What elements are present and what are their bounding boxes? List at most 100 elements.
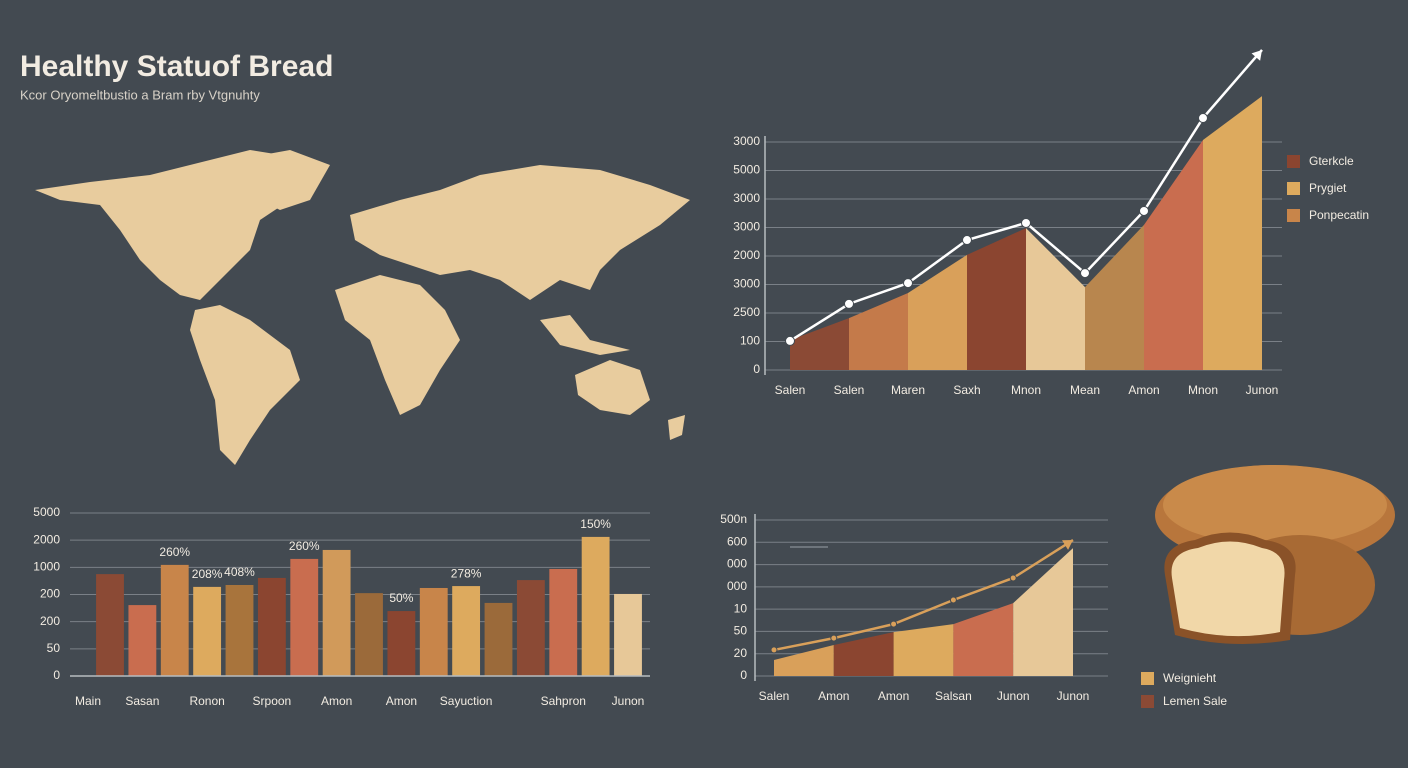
area-band (1203, 96, 1262, 371)
x-tick-label: Mnon (1188, 383, 1218, 397)
arrow-head (1062, 540, 1073, 550)
bar (128, 605, 157, 676)
legend-label: Weignieht (1163, 671, 1217, 685)
area-band (774, 645, 834, 676)
y-tick-label: 0 (53, 668, 60, 682)
bar (516, 580, 545, 676)
data-annotation: 150% (580, 517, 611, 531)
y-tick-label: 2000 (733, 248, 760, 262)
y-tick-label: 2000 (33, 532, 60, 546)
x-tick-label: Srpoon (253, 694, 292, 708)
x-tick-label: Junon (1246, 383, 1279, 397)
y-tick-label: 50 (734, 624, 748, 638)
bar (290, 558, 319, 676)
x-tick-label: Mnon (1011, 383, 1041, 397)
bar (387, 611, 416, 676)
x-tick-label: Amon (321, 694, 352, 708)
area-band (1013, 548, 1073, 676)
line-marker (844, 298, 854, 309)
y-tick-label: 3000 (733, 191, 760, 205)
x-tick-label: Sasan (125, 694, 159, 708)
arrow-head (1251, 49, 1262, 61)
line-marker (1198, 113, 1208, 124)
bar (225, 584, 254, 676)
legend-swatch (1141, 695, 1154, 708)
y-tick-label: 200 (40, 614, 60, 628)
y-tick-label: 3000 (733, 220, 760, 234)
x-tick-label: Amon (1128, 383, 1159, 397)
x-tick-label: Ronon (189, 694, 224, 708)
line-marker (949, 596, 957, 604)
line-marker (1009, 574, 1017, 582)
line-marker (962, 235, 972, 246)
line-marker (1139, 205, 1149, 216)
x-tick-label: Junon (997, 689, 1030, 703)
x-tick-label: Saxh (953, 383, 980, 397)
legend-label: Ponpecatin (1309, 208, 1369, 222)
x-tick-label: Junon (1057, 689, 1090, 703)
y-tick-label: 600 (727, 534, 747, 548)
area-band (967, 228, 1026, 370)
page-title: Healthy Statuof Bread (20, 50, 333, 83)
line-marker (903, 278, 913, 289)
y-tick-label: 20 (734, 646, 748, 660)
y-tick-label: 1000 (33, 560, 60, 574)
bar (355, 593, 383, 676)
x-tick-label: Main (75, 694, 101, 708)
area-band (849, 293, 908, 370)
y-tick-label: 5000 (33, 505, 60, 519)
x-tick-label: Amon (818, 689, 849, 703)
x-tick-label: Sahpron (541, 694, 586, 708)
area-band (1026, 228, 1085, 370)
x-tick-label: Maren (891, 383, 925, 397)
y-tick-label: 000 (727, 557, 747, 571)
y-tick-label: 100 (740, 334, 760, 348)
y-tick-label: 3000 (733, 134, 760, 148)
bread-illustration (1155, 465, 1395, 644)
line-marker (830, 634, 838, 642)
x-tick-label: Amon (878, 689, 909, 703)
x-tick-label: Sayuction (440, 694, 493, 708)
legend-label: Gterkcle (1309, 154, 1354, 168)
y-tick-label: 000 (727, 579, 747, 593)
y-tick-label: 2500 (733, 305, 760, 319)
y-tick-label: 50 (47, 641, 61, 655)
bar (581, 536, 610, 676)
data-annotation: 408% (224, 565, 255, 579)
y-tick-label: 10 (734, 601, 748, 615)
line-marker (770, 646, 778, 654)
x-tick-label: Salen (834, 383, 865, 397)
bar (549, 568, 578, 676)
bar (484, 602, 513, 676)
data-annotation: 50% (389, 591, 413, 605)
area-band (893, 624, 954, 676)
legend-swatch (1287, 155, 1300, 168)
y-tick-label: 500n (720, 512, 747, 526)
y-tick-label: 0 (753, 362, 760, 376)
y-tick-label: 3000 (733, 277, 760, 291)
area-band (953, 603, 1014, 676)
page-subtitle: Kcor Oryomeltbustio a Bram rby Vtgnuhty (20, 87, 260, 102)
x-tick-label: Junon (612, 694, 645, 708)
legend-swatch (1141, 672, 1154, 685)
legend-swatch (1287, 182, 1300, 195)
data-annotation: 260% (289, 539, 320, 553)
x-tick-label: Salen (775, 383, 806, 397)
x-tick-label: Amon (386, 694, 417, 708)
bar (322, 549, 351, 676)
line-marker (1080, 268, 1090, 279)
x-tick-label: Mean (1070, 383, 1100, 397)
bar (96, 574, 124, 676)
area-band (908, 254, 967, 370)
bar (257, 577, 286, 676)
area-band (790, 318, 849, 370)
bar (193, 586, 222, 676)
bar (419, 587, 448, 676)
legend-label: Prygiet (1309, 181, 1347, 195)
x-tick-label: Salsan (935, 689, 972, 703)
y-tick-label: 0 (740, 668, 747, 682)
area-band (1085, 224, 1144, 370)
data-annotation: 260% (159, 545, 190, 559)
bar (160, 564, 189, 676)
